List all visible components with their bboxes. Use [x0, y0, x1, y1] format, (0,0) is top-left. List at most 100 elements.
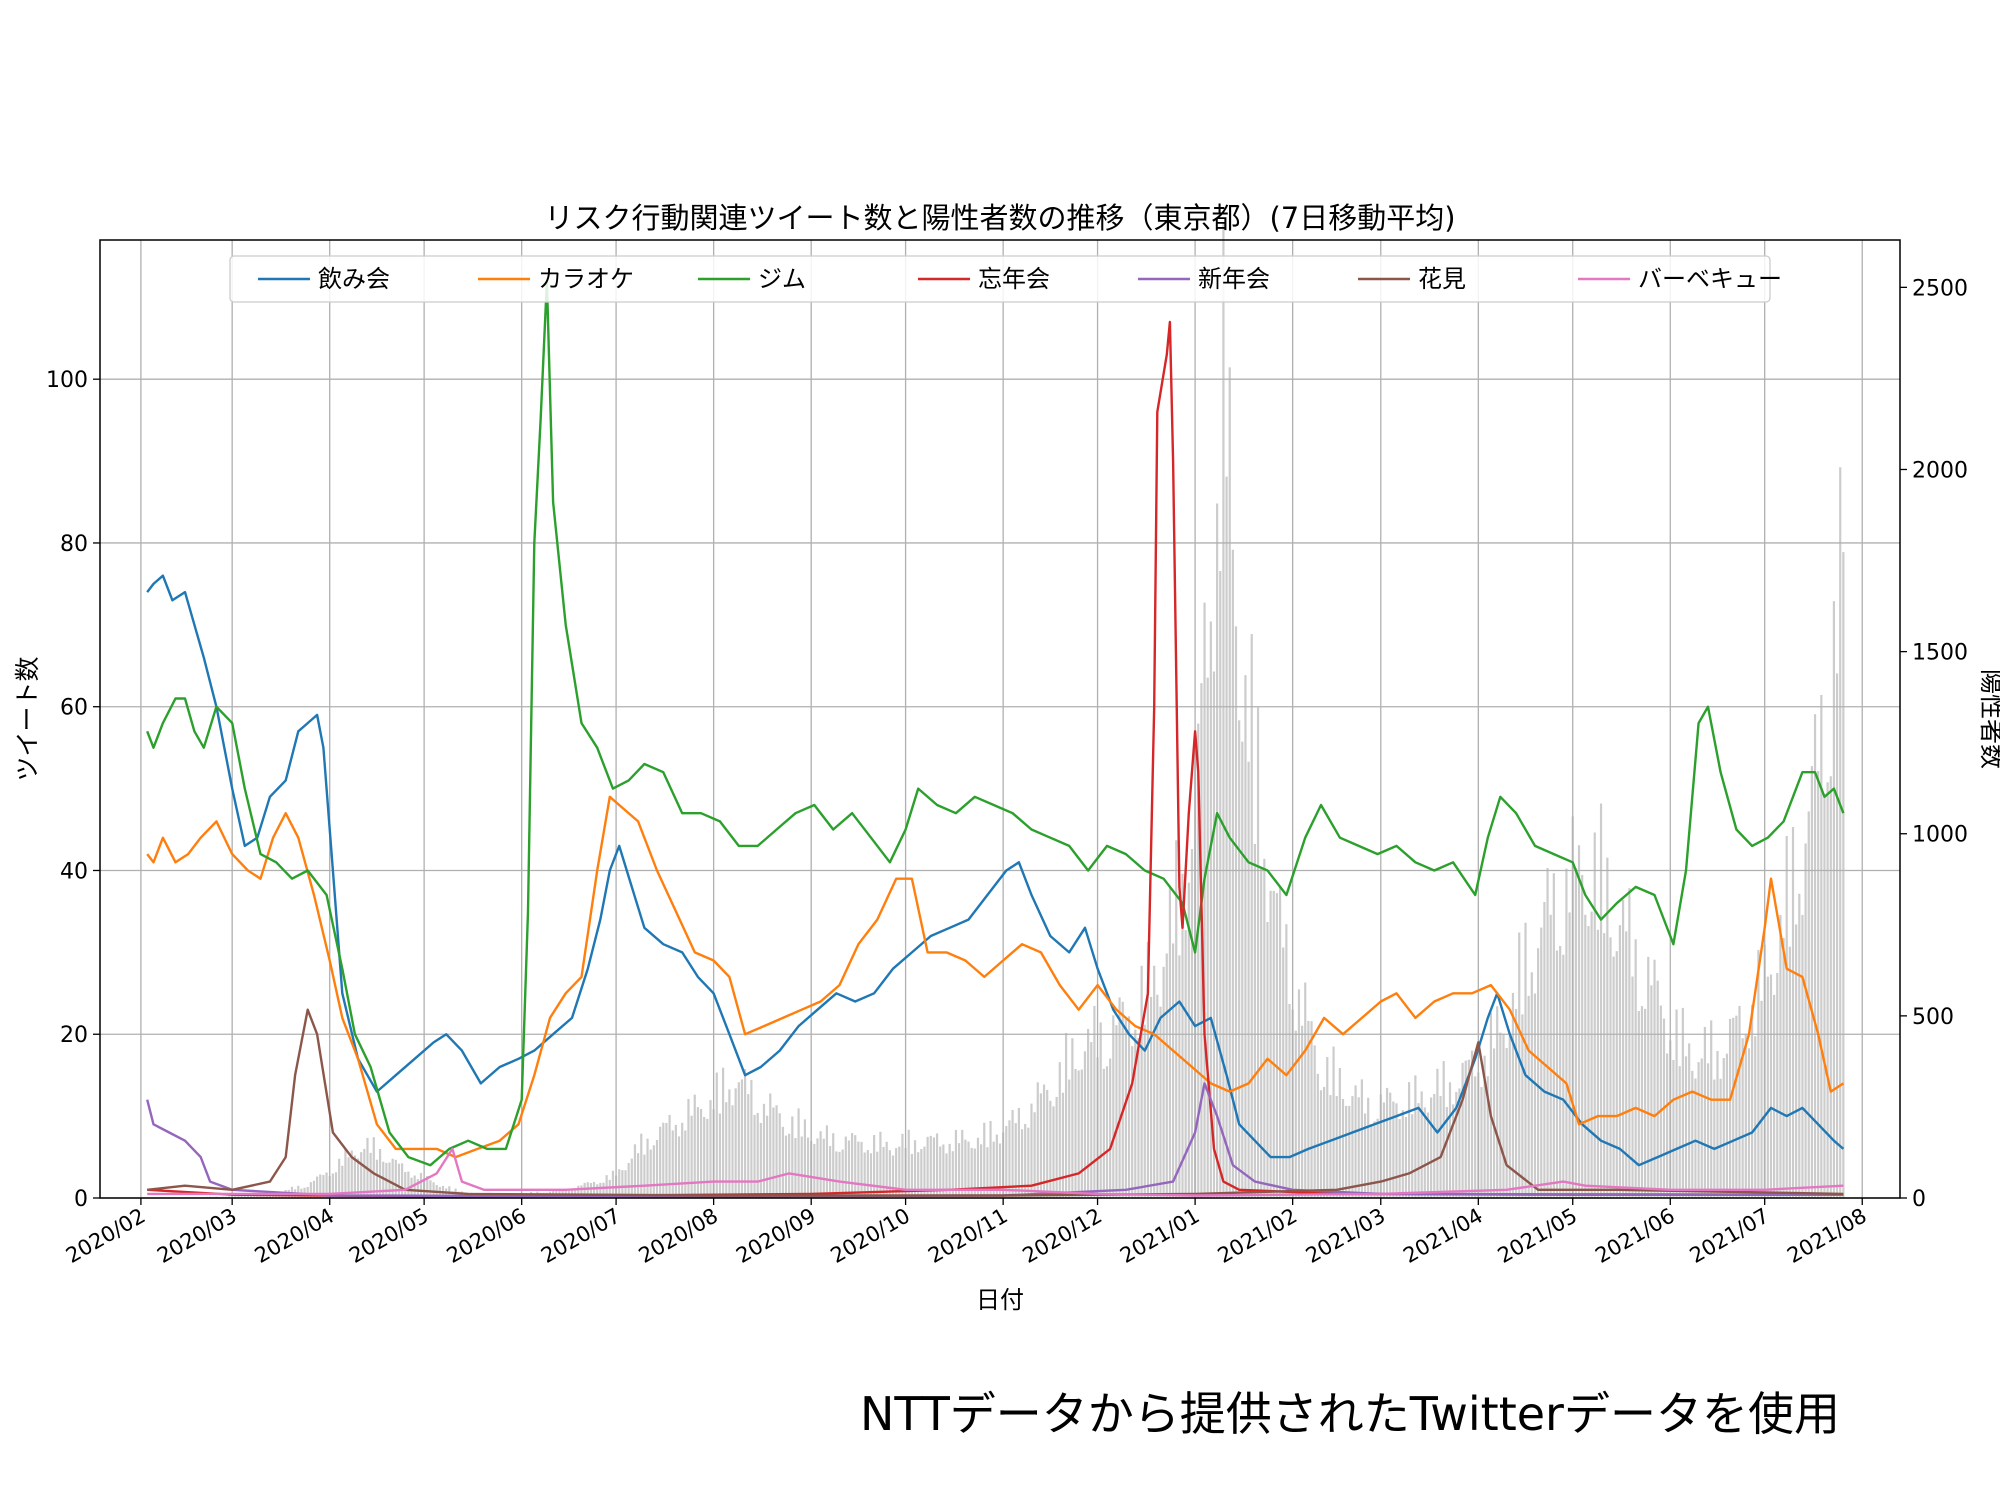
- case-bar: [1382, 1102, 1386, 1198]
- case-bar: [611, 1170, 615, 1198]
- case-bar: [891, 1155, 895, 1198]
- case-bar: [1530, 972, 1533, 1198]
- case-bar: [1363, 1113, 1367, 1198]
- case-bar: [728, 1089, 731, 1198]
- case-bar: [841, 1149, 844, 1198]
- case-bar: [1433, 1094, 1436, 1198]
- case-bar: [1653, 959, 1656, 1198]
- case-bar: [1395, 1103, 1398, 1198]
- case-bar: [1401, 1110, 1404, 1198]
- case-bar: [1407, 1082, 1411, 1198]
- case-bar: [1307, 1020, 1310, 1198]
- case-bar: [980, 1144, 983, 1198]
- x-tick-label: 2020/05: [345, 1204, 433, 1268]
- case-bar: [775, 1105, 778, 1198]
- case-bar: [1288, 1003, 1291, 1198]
- case-bar: [1376, 1118, 1379, 1198]
- case-bar: [1678, 1066, 1681, 1198]
- case-bar: [1562, 954, 1565, 1198]
- case-bar: [1162, 966, 1165, 1198]
- case-bar: [363, 1148, 366, 1198]
- case-bar: [813, 1143, 816, 1198]
- x-tick-label: 2021/02: [1214, 1204, 1302, 1268]
- case-bar: [989, 1120, 992, 1198]
- series-line-忘年会: [147, 320, 1844, 1198]
- case-bar: [1234, 626, 1238, 1198]
- case-bar: [873, 1135, 876, 1198]
- case-bar: [1728, 1018, 1732, 1198]
- legend-label: 新年会: [1198, 265, 1270, 293]
- case-bar: [388, 1162, 391, 1198]
- case-bar: [822, 1138, 825, 1198]
- case-bar: [1260, 867, 1263, 1198]
- case-bar: [769, 1093, 772, 1198]
- case-bar: [259, 1194, 262, 1198]
- case-bar: [1385, 1087, 1389, 1198]
- case-bar: [835, 1151, 838, 1198]
- case-bar: [1615, 951, 1618, 1198]
- case-bar: [1732, 1017, 1735, 1198]
- case-bar: [1842, 552, 1845, 1198]
- case-bar: [1335, 1096, 1338, 1198]
- case-bar: [1741, 1038, 1744, 1198]
- case-bar: [1030, 1103, 1033, 1198]
- case-bar: [1033, 1112, 1036, 1198]
- case-bar: [356, 1158, 360, 1198]
- case-bar: [1829, 776, 1832, 1198]
- case-bar: [1795, 924, 1798, 1198]
- case-bar: [1524, 922, 1527, 1198]
- case-bar: [1140, 965, 1143, 1198]
- case-bar: [243, 1195, 246, 1198]
- case-bar: [693, 1094, 696, 1198]
- case-bar: [1212, 671, 1216, 1198]
- case-bar: [756, 1112, 759, 1198]
- case-bar: [998, 1143, 1002, 1198]
- case-bar: [1275, 893, 1279, 1198]
- case-bar: [1467, 1059, 1470, 1198]
- case-bar: [1115, 1025, 1118, 1198]
- case-bar: [347, 1157, 350, 1198]
- case-bar: [1171, 943, 1175, 1198]
- case-bar: [1835, 673, 1839, 1198]
- case-bar: [1599, 803, 1603, 1198]
- case-bar: [1206, 677, 1209, 1198]
- y2-tick-label: 500: [1912, 1005, 1954, 1030]
- case-bar: [1672, 1060, 1675, 1198]
- case-bar: [1042, 1084, 1046, 1198]
- case-bar: [1458, 1088, 1461, 1198]
- case-bar: [416, 1179, 419, 1198]
- case-bar: [1502, 1034, 1505, 1198]
- case-bar: [1197, 723, 1200, 1198]
- case-bar: [1165, 953, 1168, 1198]
- case-bar: [215, 1196, 218, 1198]
- case-bar: [772, 1107, 775, 1198]
- case-bar: [923, 1146, 926, 1198]
- case-bar: [319, 1174, 322, 1198]
- case-bar: [1625, 931, 1628, 1198]
- case-bar: [655, 1139, 659, 1198]
- case-bar: [1398, 1119, 1401, 1198]
- case-bar: [1659, 1005, 1662, 1198]
- case-bar: [1584, 914, 1587, 1198]
- case-bar: [1688, 1043, 1691, 1198]
- x-tick-label: 2020/02: [62, 1204, 150, 1268]
- case-bar: [1716, 1051, 1719, 1198]
- plot-frame: [99, 239, 1901, 1199]
- case-bar: [1187, 882, 1190, 1198]
- case-bar: [668, 1114, 671, 1198]
- case-bar: [778, 1113, 781, 1198]
- case-bar: [684, 1130, 687, 1198]
- case-bar: [592, 1181, 596, 1198]
- case-bar: [1351, 1096, 1354, 1198]
- case-bar: [1093, 1005, 1096, 1198]
- case-bar: [360, 1152, 363, 1198]
- series-line-花見: [147, 1008, 1844, 1197]
- case-bar: [1631, 976, 1634, 1198]
- case-bar: [1068, 1079, 1071, 1198]
- case-bar: [1813, 714, 1817, 1198]
- case-bar: [618, 1169, 621, 1198]
- case-bar: [316, 1176, 319, 1198]
- case-bar: [1373, 1121, 1376, 1198]
- case-bar: [1634, 939, 1637, 1198]
